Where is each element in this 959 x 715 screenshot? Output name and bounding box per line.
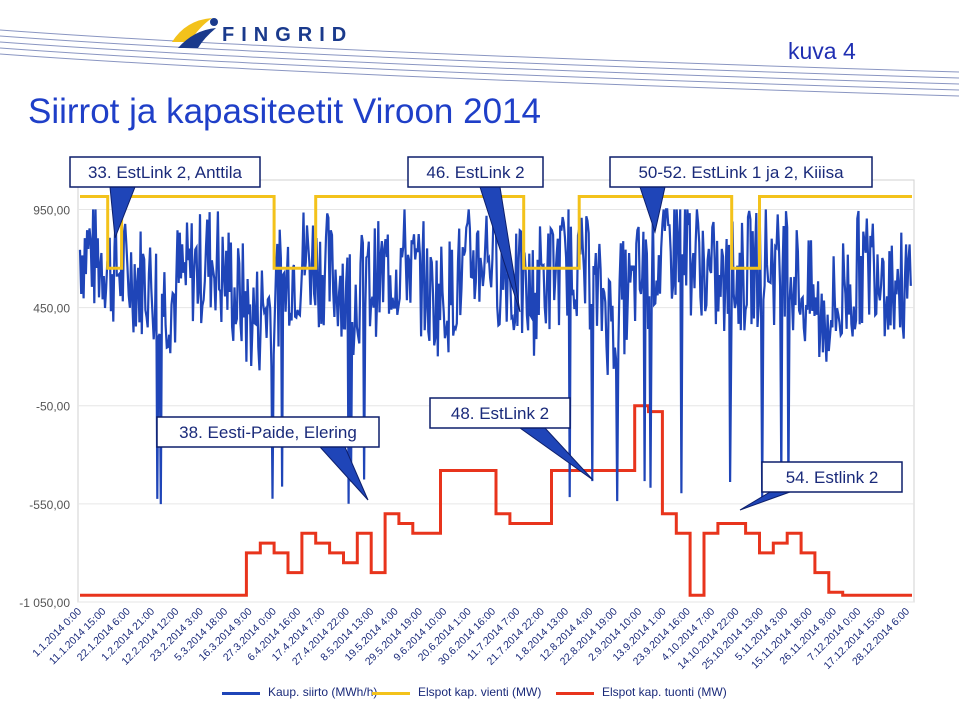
logo-text: FINGRID (222, 24, 354, 46)
y-axis: 950,00 450,00 -50,00 -550,00 -1 050,00 (19, 203, 70, 610)
y-tick-label: -1 050,00 (19, 596, 70, 610)
y-tick-label: 450,00 (33, 302, 70, 316)
page-title: Siirrot ja kapasiteetit Viroon 2014 (28, 92, 541, 131)
legend-label-export: Elspot kap. vienti (MW) (418, 685, 542, 699)
legend-swatch-import (556, 692, 594, 695)
callout-text: 33. EstLink 2, Anttila (88, 163, 243, 182)
callout-text: 46. EstLink 2 (426, 163, 524, 182)
callout-3: 50-52. EstLink 1 ja 2, Kiiisa (609, 156, 873, 234)
legend-label-import: Elspot kap. tuonti (MW) (602, 685, 727, 699)
callouts: 33. EstLink 2, Anttila 46. EstLink 2 50-52… (69, 156, 903, 511)
callout-text: 38. Eesti-Paide, Elering (179, 423, 357, 442)
figure-label: kuva 4 (788, 38, 856, 64)
fingrid-logo (172, 18, 218, 48)
y-tick-label: 950,00 (33, 203, 70, 217)
header-stripes (0, 29, 959, 97)
y-tick-label: -50,00 (36, 400, 70, 414)
callout-text: 54. Estlink 2 (786, 468, 879, 487)
callout-5: 48. EstLink 2 (429, 397, 594, 481)
legend-swatch-export (372, 692, 410, 695)
callout-text: 48. EstLink 2 (451, 404, 549, 423)
callout-6: 54. Estlink 2 (739, 461, 903, 511)
callout-4: 38. Eesti-Paide, Elering (156, 416, 380, 501)
callout-text: 50-52. EstLink 1 ja 2, Kiiisa (638, 163, 844, 182)
callout-2: 46. EstLink 2 (407, 156, 544, 313)
y-tick-label: -550,00 (29, 498, 70, 512)
series-import-capacity (80, 404, 912, 597)
callout-1: 33. EstLink 2, Anttila (69, 156, 261, 239)
legend-label-transfer: Kaup. siirto (MWh/h) (268, 685, 378, 699)
legend-swatch-transfer (222, 692, 260, 695)
